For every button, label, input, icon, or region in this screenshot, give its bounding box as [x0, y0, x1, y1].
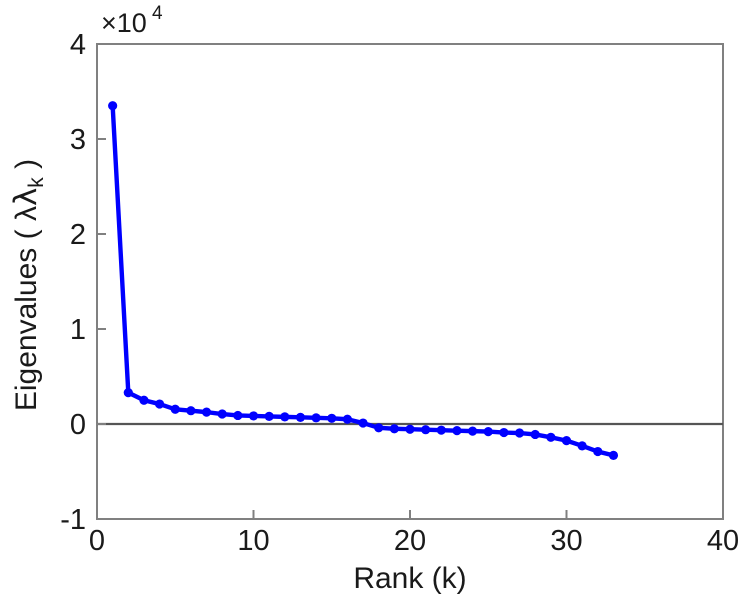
data-point-marker [577, 441, 587, 451]
y-axis-tick-labels: -1 0 1 2 3 4 [60, 29, 86, 536]
data-point-marker [108, 101, 118, 111]
data-point-marker [327, 413, 337, 423]
data-point-marker [530, 429, 540, 440]
y-axis-exponent-base: ×10 [101, 8, 147, 38]
y-tick-label: 0 [70, 409, 86, 441]
data-point-marker [468, 426, 478, 436]
data-point-marker [483, 427, 493, 437]
data-point-marker [593, 446, 603, 457]
data-point-marker [280, 412, 290, 422]
data-point-marker [405, 424, 415, 434]
data-point-marker [186, 406, 196, 416]
data-point-marker [499, 427, 509, 438]
x-axis-title: Rank (k) [353, 562, 466, 595]
data-point-marker [436, 425, 446, 435]
data-point-marker [608, 450, 619, 460]
y-axis-ticks [97, 43, 106, 520]
data-point-marker [546, 432, 556, 442]
data-point-marker [514, 428, 525, 438]
data-point-marker [201, 407, 212, 417]
x-tick-label: 10 [237, 525, 269, 557]
x-tick-label: 0 [89, 525, 105, 557]
y-tick-label: 3 [70, 124, 86, 156]
data-point-marker [233, 410, 243, 421]
data-point-marker [561, 436, 572, 446]
plot-frame [96, 43, 724, 520]
data-point-marker [389, 424, 399, 434]
data-point-marker [123, 388, 133, 398]
data-point-marker [311, 413, 321, 423]
data-point-marker [170, 404, 180, 414]
y-tick-label: 2 [70, 219, 86, 251]
y-axis-title-main: Eigenvalues ( λλk ) [8, 159, 48, 411]
data-point-marker [155, 399, 165, 409]
x-tick-label: 30 [550, 525, 582, 557]
x-axis-tick-labels: 0 10 20 30 40 [89, 525, 739, 557]
data-point-marker [374, 423, 384, 433]
y-axis-exponent-power: 4 [152, 3, 163, 24]
data-point-marker [342, 414, 352, 424]
x-axis-ticks [96, 510, 724, 519]
data-point-marker [295, 412, 306, 422]
x-tick-label: 40 [707, 525, 739, 557]
data-point-marker [421, 425, 431, 435]
eigenvalue-series-markers [108, 101, 619, 460]
y-tick-label: 4 [70, 29, 86, 61]
y-axis-title: Eigenvalues ( λλk ) [8, 159, 48, 411]
data-point-marker [358, 418, 368, 428]
data-point-marker [217, 409, 227, 419]
y-tick-label: 1 [70, 314, 86, 346]
data-point-marker [139, 395, 149, 405]
data-point-marker [264, 411, 274, 421]
y-tick-label: -1 [60, 504, 86, 536]
data-point-marker [248, 411, 259, 421]
x-tick-label: 20 [394, 525, 426, 557]
data-point-marker [452, 426, 462, 436]
